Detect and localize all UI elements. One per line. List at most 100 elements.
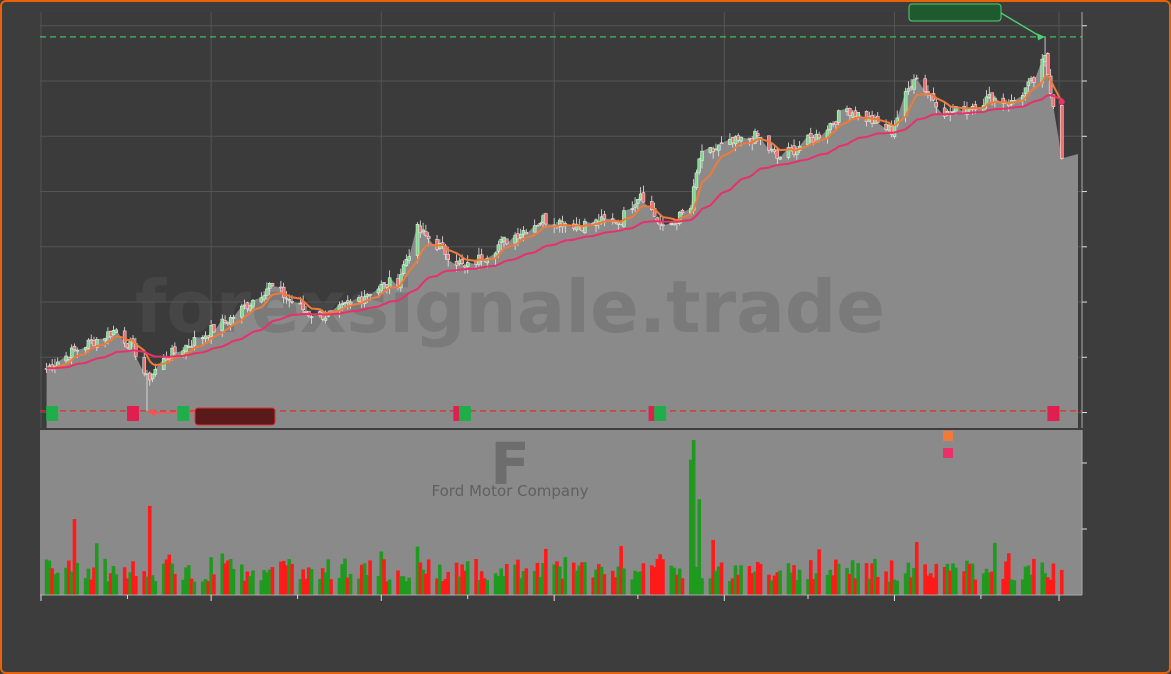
volume-bar [981,573,986,595]
volume-bar [192,581,197,595]
volume-bar [708,578,713,595]
volume-bar [170,563,174,595]
volume-bar [753,571,757,595]
candle-body [309,316,314,318]
volume-bar [1020,579,1025,595]
volume-bar [622,568,626,595]
volume-bar [864,563,869,595]
volume-bar [279,561,283,595]
volume-bar [345,577,350,595]
candle-body [479,254,484,262]
volume-bar [591,577,596,595]
volume-bar [94,543,99,595]
candle-body [602,214,607,220]
volume-bar [895,580,900,595]
volume-bar [733,565,738,595]
volume-bar [404,581,409,595]
volume-bar [730,578,735,595]
candle-body [426,235,431,240]
legend [943,431,953,458]
volume-bar [382,559,386,595]
legend-swatch [943,431,953,441]
volume-bar [658,554,662,595]
volume-bar [990,571,994,595]
candle-body [611,218,615,220]
candle-body [320,312,325,320]
volume-bar [69,571,74,595]
volume-bar [318,578,322,595]
candle-body [836,110,841,123]
volume-bar [795,579,799,595]
volume-bar [789,572,794,595]
candle-body [401,264,406,275]
candle-body [192,337,197,346]
volume-bar [513,564,517,595]
volume-bar [259,580,264,595]
volume-bar [716,566,721,595]
volume-bar [875,576,880,595]
volume-bar [223,563,227,595]
volume-bar [912,567,916,595]
volume-bar [164,559,169,595]
candle-body [513,234,517,244]
candle-body [524,231,529,235]
volume-bar [577,565,582,595]
volume-bar [831,575,835,595]
candle-body [240,305,244,318]
candle-body [856,112,860,117]
candle-body [906,88,911,92]
candle-body [538,222,542,225]
volume-bar [108,573,113,595]
52w-high-arrow [1000,12,1042,38]
volume-bar [973,579,978,595]
buy-signal-marker [46,406,59,421]
volume-bar [594,569,598,595]
candle-body [848,108,852,116]
volume-bar [103,558,107,595]
volume-bar [630,579,635,595]
ema-34-line [46,94,1063,370]
volume-bar [806,579,810,595]
volume-bar [661,559,665,595]
volume-bar [736,574,741,595]
axes [40,12,1087,601]
candle-body [633,204,637,208]
buy-signal-marker [654,406,667,421]
candle-body [83,347,88,351]
volume-bar [845,567,849,595]
volume-bar [231,568,236,595]
volume-bars [44,439,1064,595]
volume-bar [418,562,423,595]
candle-body [518,234,523,238]
volume-bar [597,564,601,595]
volume-bar [150,575,155,595]
candle-body [379,284,384,291]
volume-bar [892,579,897,595]
volume-bar [189,578,194,595]
candle-body [583,220,587,234]
volume-bar [641,563,646,595]
volume-bar [89,579,94,595]
volume-bar [309,568,314,595]
52w-high-label-box [908,3,1002,22]
volume-bar [67,560,71,595]
volume-bar [359,564,364,595]
candle-body [719,142,724,145]
volume-bar [147,505,152,595]
volume-bar [75,562,80,595]
candle-body [212,324,216,333]
volume-bar [125,578,130,595]
volume-bar [220,553,225,595]
candle-body [446,254,450,260]
volume-bar [555,561,559,595]
volume-bar [86,568,91,595]
volume-bar [396,570,400,595]
volume-bar [926,575,930,595]
volume-bar [672,567,676,595]
candle-body [150,373,155,380]
volume-bar [817,549,821,595]
candle-body [95,339,99,348]
volume-bar [415,546,420,595]
candle-body [251,300,255,308]
volume-bar [1032,558,1036,595]
